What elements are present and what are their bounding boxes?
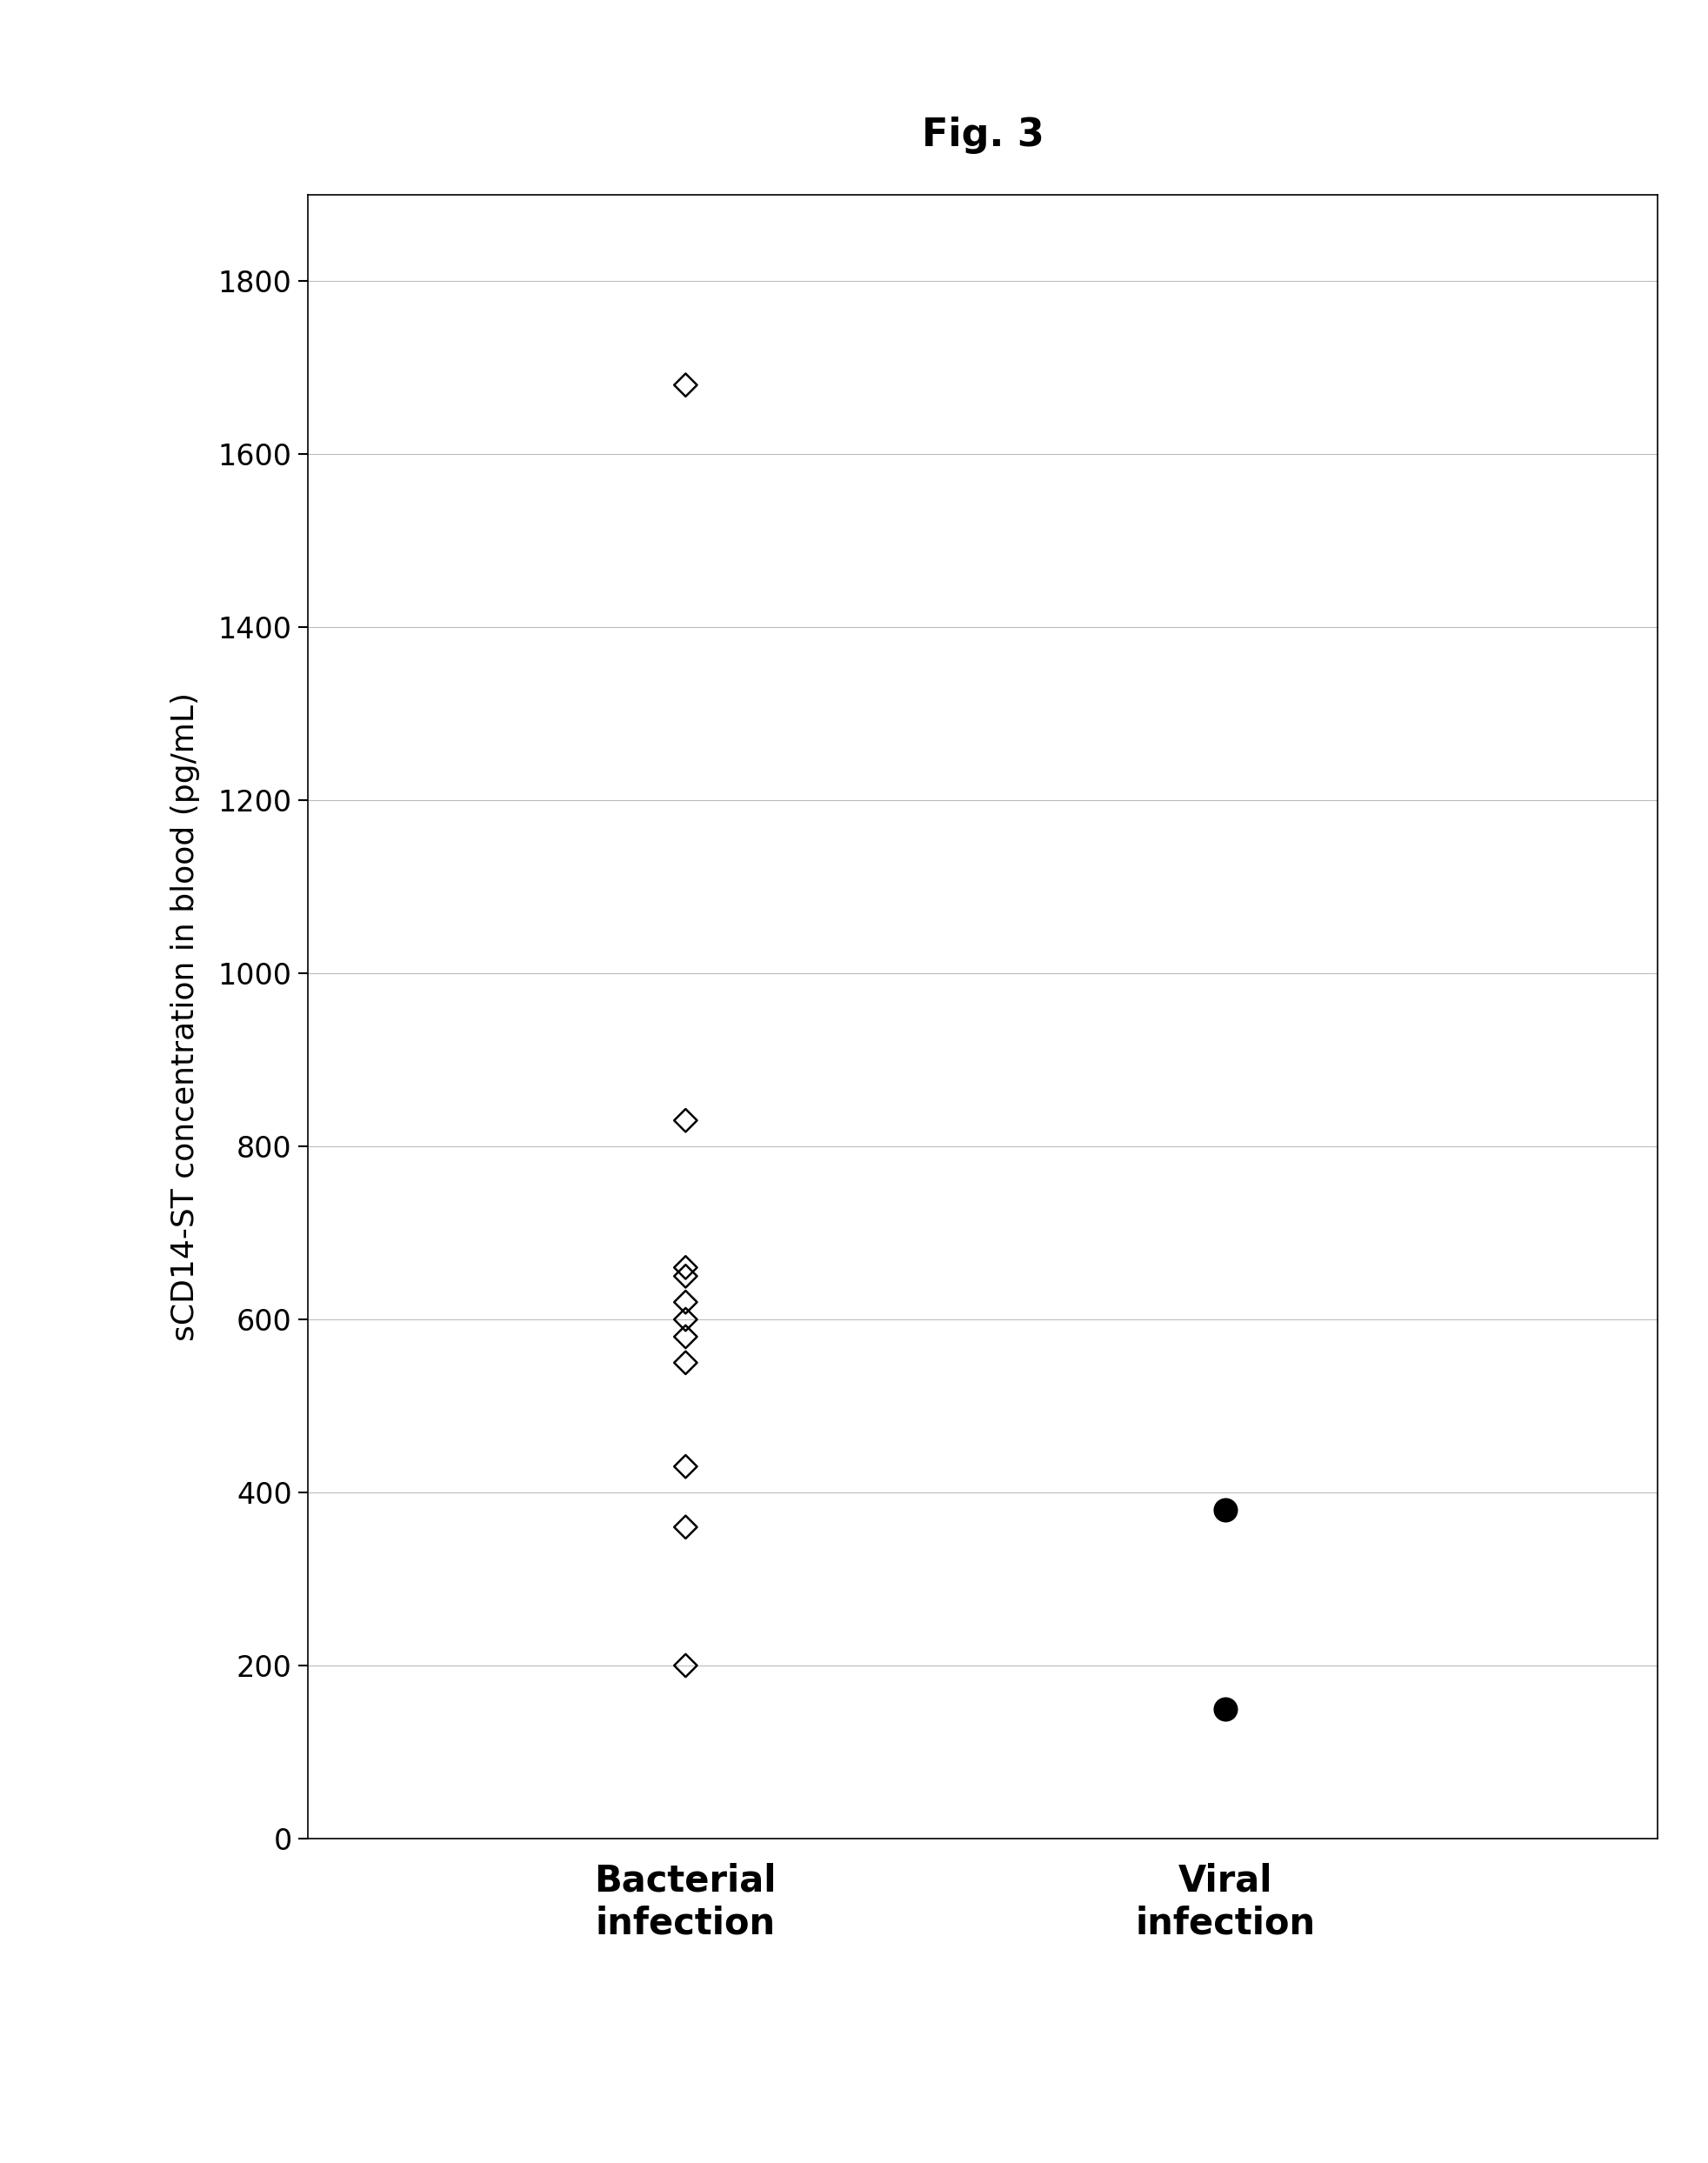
Point bbox=[671, 1302, 699, 1337]
Point bbox=[671, 1648, 699, 1683]
Point bbox=[671, 368, 699, 402]
Point bbox=[671, 1285, 699, 1319]
Point bbox=[671, 1259, 699, 1293]
Title: Fig. 3: Fig. 3 bbox=[921, 117, 1044, 154]
Point bbox=[671, 1319, 699, 1354]
Point bbox=[1211, 1492, 1238, 1527]
Y-axis label: sCD14-ST concentration in blood (pg/mL): sCD14-ST concentration in blood (pg/mL) bbox=[171, 692, 200, 1341]
Point bbox=[671, 1345, 699, 1380]
Point bbox=[671, 1103, 699, 1138]
Point bbox=[671, 1250, 699, 1285]
Point bbox=[1211, 1691, 1238, 1726]
Point bbox=[671, 1510, 699, 1544]
Point bbox=[671, 1449, 699, 1484]
